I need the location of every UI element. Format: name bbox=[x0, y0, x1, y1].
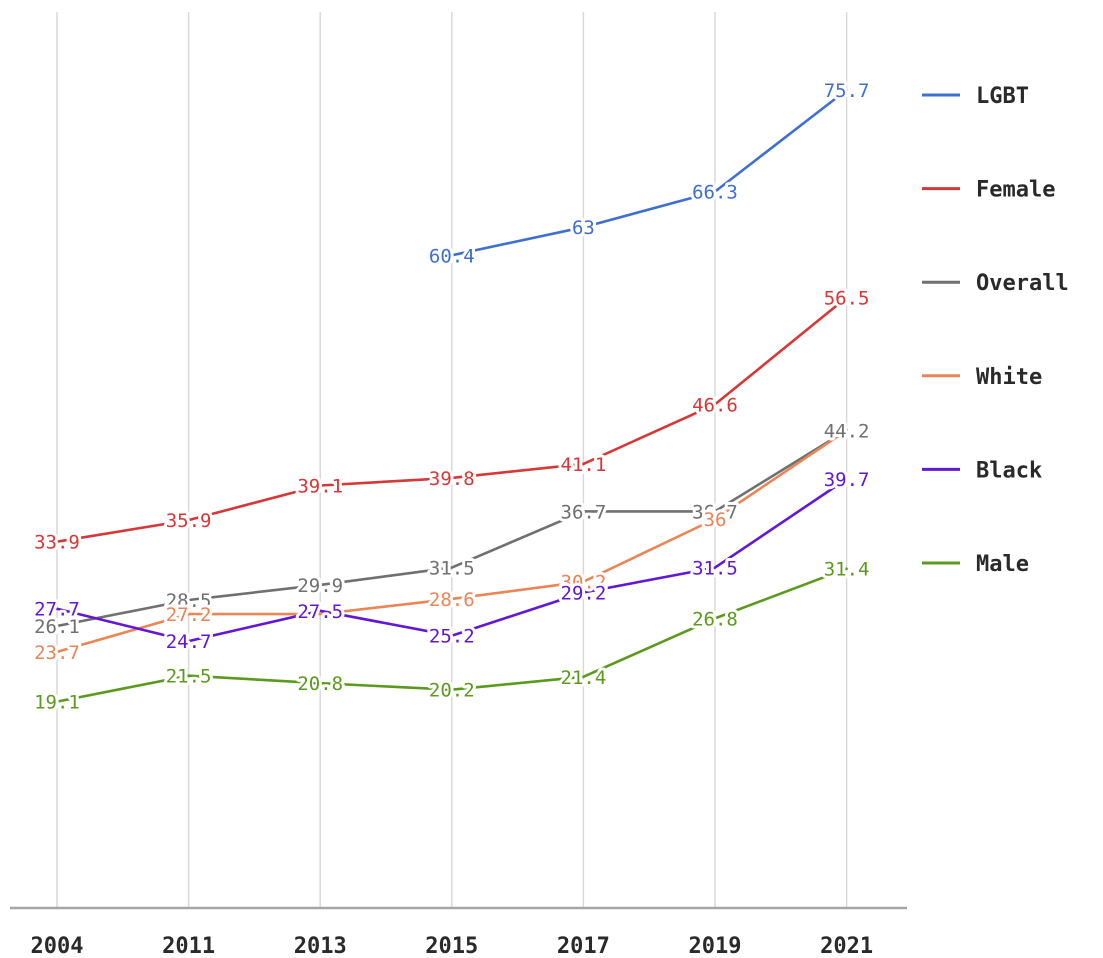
data-label-black-2021: 39.7 bbox=[824, 469, 870, 491]
data-label-white-2017: 30.2 bbox=[561, 572, 607, 594]
legend-label-male: Male bbox=[976, 552, 1029, 577]
gridlines bbox=[56, 12, 848, 908]
data-label-male-2011: 21.5 bbox=[166, 666, 212, 688]
data-label-male-2015: 20.2 bbox=[429, 680, 475, 702]
data-label-female-2017: 41.1 bbox=[561, 454, 607, 476]
data-label-female-2013: 39.1 bbox=[297, 475, 343, 497]
data-label-female-2015: 39.8 bbox=[429, 468, 475, 490]
data-label-black-2019: 31.5 bbox=[692, 558, 738, 580]
data-label-white-2019: 36 bbox=[704, 509, 727, 531]
data-label-white-2015: 28.6 bbox=[429, 589, 475, 611]
data-label-overall-2019: 36.7 bbox=[692, 501, 738, 523]
data-label-white-2011: 27.2 bbox=[166, 604, 212, 626]
data-label-black-2017: 29.2 bbox=[561, 582, 607, 604]
data-label-overall-2011: 28.5 bbox=[166, 590, 212, 612]
legend-label-female: Female bbox=[976, 178, 1055, 203]
data-label-black-2004: 27.7 bbox=[34, 599, 80, 621]
data-label-black-2013: 27.5 bbox=[297, 601, 343, 623]
x-tick-2011: 2011 bbox=[162, 934, 215, 958]
x-tick-2004: 2004 bbox=[31, 934, 84, 958]
data-label-male-2021: 31.4 bbox=[824, 559, 870, 581]
legend-label-overall: Overall bbox=[976, 271, 1069, 296]
data-label-overall-2004: 26.1 bbox=[34, 616, 80, 638]
x-tick-2017: 2017 bbox=[557, 934, 610, 958]
data-label-lgbt-2015: 60.4 bbox=[429, 245, 475, 267]
data-label-male-2017: 21.4 bbox=[561, 667, 607, 689]
series-line-white bbox=[55, 429, 848, 654]
data-label-overall-2013: 29.9 bbox=[297, 575, 343, 597]
data-label-female-2011: 35.9 bbox=[166, 510, 212, 532]
data-label-male-2019: 26.8 bbox=[692, 608, 738, 630]
series-line-lgbt bbox=[450, 88, 848, 257]
data-label-male-2013: 20.8 bbox=[297, 673, 343, 695]
data-label-overall-2021: 44.2 bbox=[824, 420, 870, 442]
legend-label-white: White bbox=[976, 365, 1042, 390]
data-label-lgbt-2019: 66.3 bbox=[692, 182, 738, 204]
legend-label-lgbt: LGBT bbox=[976, 84, 1029, 109]
x-tick-2013: 2013 bbox=[294, 934, 347, 958]
series-line-black bbox=[55, 477, 848, 643]
x-tick-2015: 2015 bbox=[425, 934, 478, 958]
x-tick-2021: 2021 bbox=[820, 934, 873, 958]
x-tick-labels: 2004 2011 2013 2015 2017 2019 2021 bbox=[31, 934, 874, 958]
series-line-female bbox=[55, 296, 848, 543]
data-label-male-2004: 19.1 bbox=[34, 692, 80, 714]
series-line-overall bbox=[55, 429, 848, 628]
legend: LGBT Female Overall White Black Male bbox=[922, 84, 1069, 577]
data-label-female-2021: 56.5 bbox=[824, 287, 870, 309]
data-label-female-2019: 46.6 bbox=[692, 394, 738, 416]
data-label-lgbt-2021: 75.7 bbox=[824, 80, 870, 102]
data-label-black-2011: 24.7 bbox=[166, 631, 212, 653]
data-label-white-2004: 23.7 bbox=[34, 642, 80, 664]
data-label-overall-2017: 36.7 bbox=[561, 501, 607, 523]
legend-label-black: Black bbox=[976, 458, 1042, 483]
series-lines bbox=[55, 88, 848, 703]
data-label-overall-2015: 31.5 bbox=[429, 558, 475, 580]
data-label-female-2004: 33.9 bbox=[34, 532, 80, 554]
series-line-male bbox=[55, 567, 848, 703]
data-label-black-2015: 25.2 bbox=[429, 626, 475, 648]
data-label-lgbt-2017: 63 bbox=[572, 217, 595, 239]
data-labels: 60.4 63 66.3 75.7 33.9 35.9 39.1 39.8 41.1 46.6 56… bbox=[31, 77, 872, 717]
x-tick-2019: 2019 bbox=[689, 934, 742, 958]
